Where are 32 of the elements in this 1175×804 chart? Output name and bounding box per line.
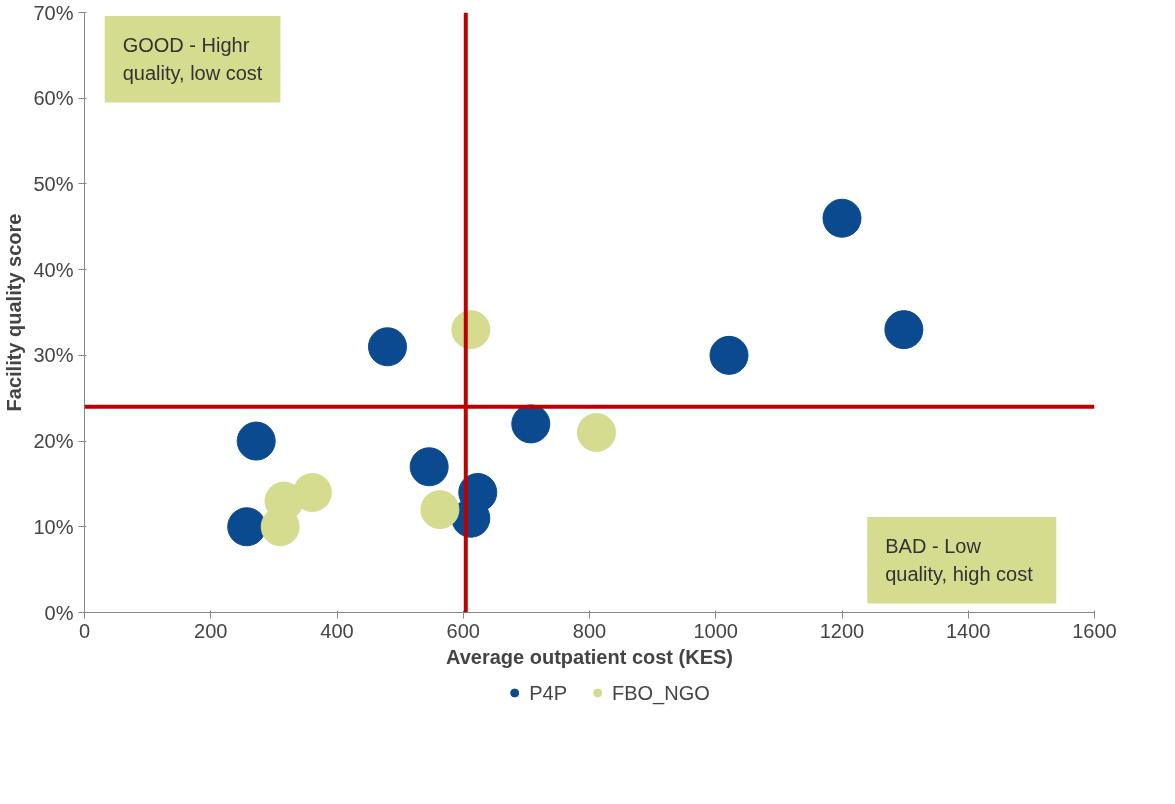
legend-label: FBO_NGO <box>612 681 710 704</box>
point <box>236 421 276 461</box>
y-tick-label: 20% <box>33 430 74 453</box>
x-tick-label: 400 <box>320 619 354 642</box>
point <box>822 198 862 238</box>
x-tick-label: 1400 <box>946 619 991 642</box>
x-tick-label: 0 <box>78 619 91 642</box>
point <box>511 404 551 444</box>
point <box>884 310 924 350</box>
y-tick-label: 60% <box>33 87 74 110</box>
y-tick-label: 30% <box>33 344 74 367</box>
annotation: BAD - Low quality, high cost <box>885 534 1034 586</box>
x-tick-label: 1000 <box>693 619 738 642</box>
y-tick-label: 0% <box>44 601 74 624</box>
point <box>368 327 407 367</box>
point <box>409 447 449 487</box>
point <box>576 413 616 452</box>
x-tick-label: 800 <box>572 619 607 642</box>
y-tick-label: 50% <box>33 172 74 195</box>
y-tick-label: 70% <box>33 1 74 24</box>
y-tick-label: 40% <box>33 258 74 281</box>
x-tick-label: 200 <box>194 619 228 642</box>
x-tick-label: 1600 <box>1072 619 1117 642</box>
y-axis-title: Facility quality score <box>3 213 26 412</box>
point <box>709 335 749 375</box>
x-axis-title: Average outpatient cost (KES) <box>445 645 734 668</box>
legend-label: P4P <box>529 681 568 704</box>
x-tick-label: 600 <box>446 619 480 642</box>
x-tick-label: 1200 <box>819 619 865 642</box>
annotation: GOOD - Highr quality, low cost <box>122 33 263 85</box>
y-tick-label: 10% <box>33 515 74 538</box>
point <box>420 490 460 530</box>
